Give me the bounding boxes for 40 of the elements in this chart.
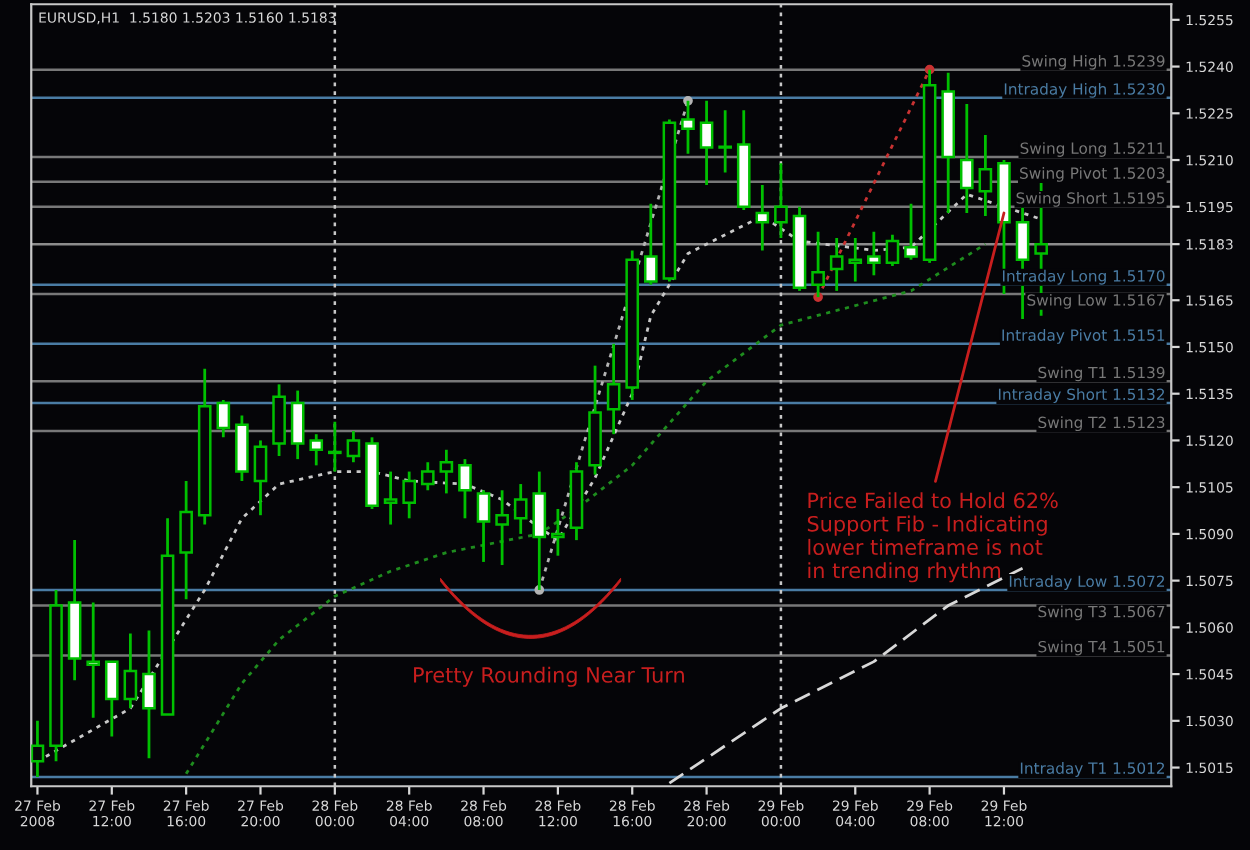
candlestick xyxy=(699,99,714,187)
candlestick xyxy=(848,236,863,283)
candlestick xyxy=(439,448,454,495)
candlestick xyxy=(885,233,900,268)
candlestick xyxy=(309,432,324,467)
candlestick xyxy=(643,202,658,287)
candlestick xyxy=(86,601,101,720)
candlestick xyxy=(328,420,342,473)
candlestick xyxy=(31,719,45,779)
candlestick xyxy=(495,488,509,567)
candlestick xyxy=(606,342,621,436)
candlestick xyxy=(904,202,918,262)
annotation: Pretty Rounding Near Turn xyxy=(414,666,684,687)
candlestick xyxy=(272,382,286,458)
candlestick xyxy=(383,470,398,526)
candlestick xyxy=(104,660,119,738)
candlestick xyxy=(346,429,361,464)
candlestick xyxy=(253,439,268,517)
candlestick xyxy=(216,398,231,439)
candlestick xyxy=(513,482,528,536)
candlestick xyxy=(476,488,491,564)
candlestick xyxy=(235,414,249,483)
candlestick xyxy=(420,460,435,492)
candlestick xyxy=(978,133,993,218)
candlestick xyxy=(718,108,732,174)
candlestick xyxy=(867,230,881,277)
candlestick xyxy=(959,102,974,215)
candlestick xyxy=(458,457,472,520)
candlestick xyxy=(755,183,770,252)
candlestick xyxy=(123,632,138,710)
candlestick xyxy=(829,236,844,293)
candlestick xyxy=(551,507,565,558)
candlestick xyxy=(681,99,695,156)
candlestick xyxy=(290,389,305,461)
candlestick xyxy=(402,470,417,520)
candlestick xyxy=(142,629,156,760)
candlestick xyxy=(532,470,547,592)
candlestick xyxy=(774,161,788,240)
candlestick xyxy=(179,479,193,601)
candlestick xyxy=(811,230,825,299)
